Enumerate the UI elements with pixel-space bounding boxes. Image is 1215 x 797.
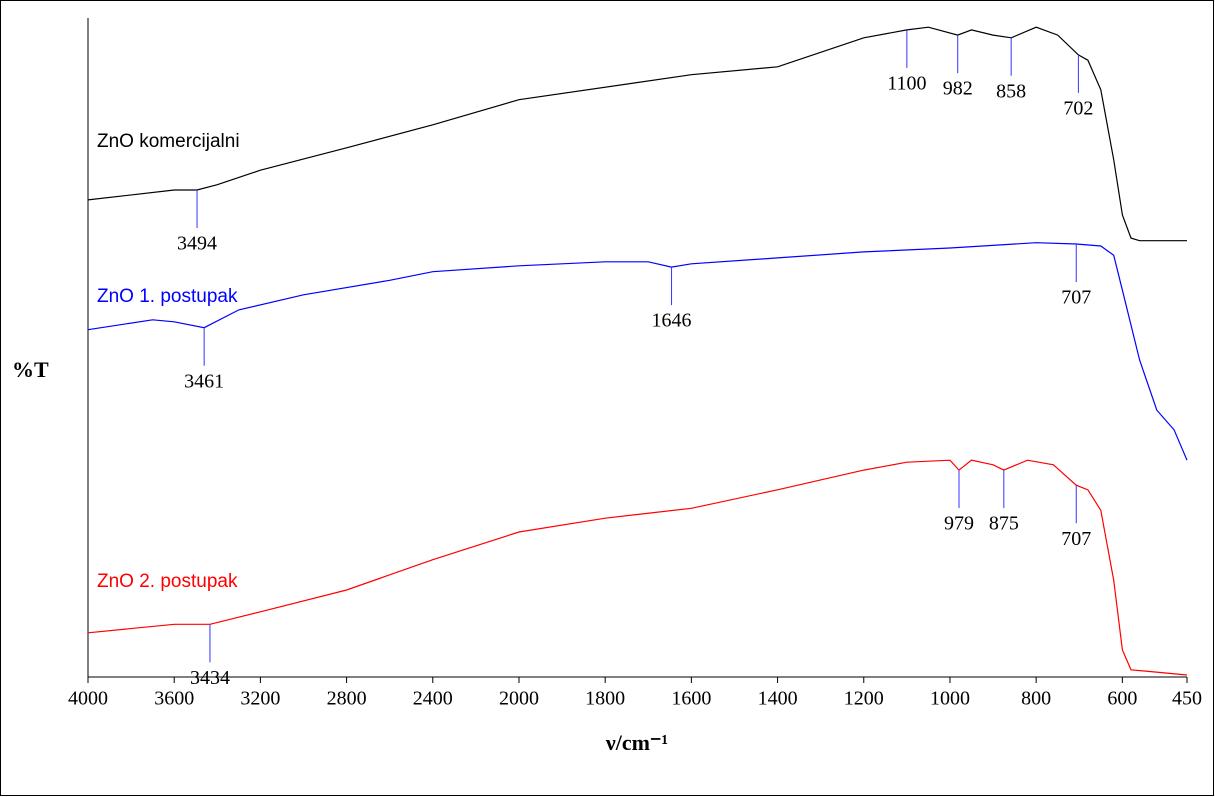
series-line bbox=[87, 459, 1188, 676]
x-tick-label: 3600 bbox=[154, 688, 194, 710]
x-tick-label: 1800 bbox=[585, 688, 625, 710]
x-tick-label: 2000 bbox=[499, 688, 539, 710]
peak-label: 707 bbox=[1061, 287, 1091, 309]
x-tick-label: 1600 bbox=[671, 688, 711, 710]
peak-label: 3434 bbox=[190, 667, 230, 689]
x-tick-label: 4000 bbox=[68, 688, 108, 710]
peak-label: 707 bbox=[1061, 528, 1091, 550]
peak-label: 875 bbox=[989, 513, 1019, 535]
x-axis-label: ν/cm⁻¹ bbox=[605, 730, 668, 755]
series-label: ZnO 1. postupak bbox=[97, 286, 238, 307]
x-tick-label: 1200 bbox=[844, 688, 884, 710]
peak-label: 979 bbox=[944, 513, 974, 535]
x-tick-label: 2400 bbox=[413, 688, 453, 710]
x-tick-label: 2800 bbox=[327, 688, 367, 710]
peak-label: 1646 bbox=[652, 310, 692, 332]
peak-label: 982 bbox=[943, 78, 973, 100]
x-tick-label: 1400 bbox=[758, 688, 798, 710]
x-tick-label: 450 bbox=[1172, 688, 1202, 710]
x-tick-label: 3200 bbox=[240, 688, 280, 710]
series-line bbox=[87, 26, 1187, 242]
y-axis-label: %T bbox=[12, 357, 49, 382]
series-line bbox=[87, 242, 1188, 461]
peak-label: 702 bbox=[1063, 97, 1093, 119]
peak-label: 3494 bbox=[177, 233, 217, 255]
x-tick-label: 800 bbox=[1021, 688, 1051, 710]
peak-label: 3461 bbox=[184, 370, 224, 392]
peak-label: 858 bbox=[996, 80, 1026, 102]
series-label: ZnO 2. postupak bbox=[97, 571, 238, 592]
peak-label: 1100 bbox=[887, 72, 926, 94]
x-tick-label: 600 bbox=[1107, 688, 1137, 710]
x-tick-label: 1000 bbox=[930, 688, 970, 710]
series-label: ZnO komercijalni bbox=[97, 131, 240, 152]
